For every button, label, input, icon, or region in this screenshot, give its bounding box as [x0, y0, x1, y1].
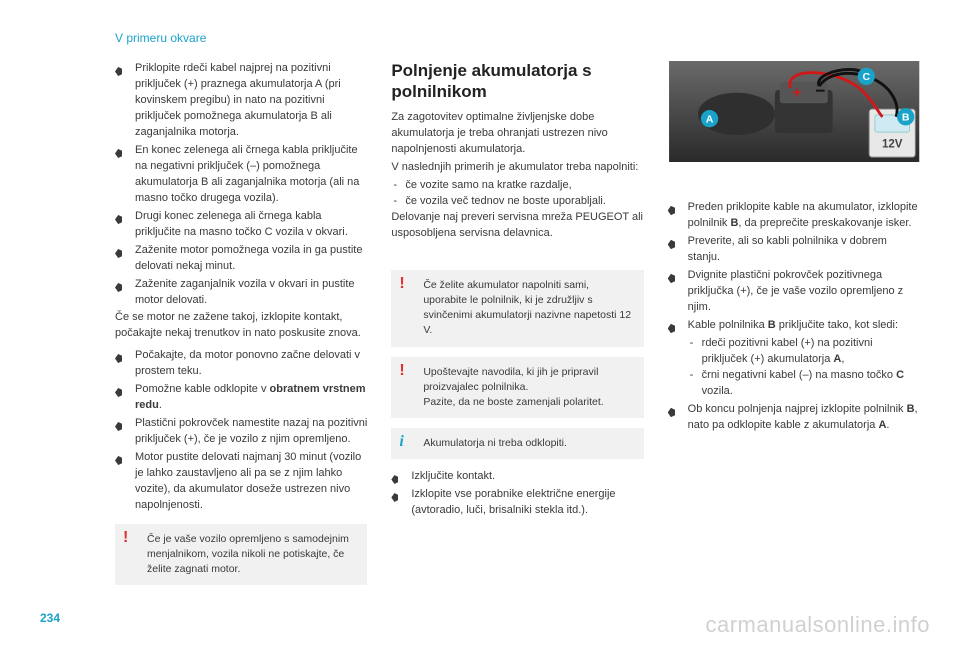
- dash-item: črni negativni kabel (–) na masno točko …: [688, 368, 920, 400]
- diagram-label-b: B: [902, 112, 910, 124]
- diagram-label-a: A: [705, 114, 713, 126]
- warning-icon: !: [123, 530, 128, 546]
- text-part: , da preprečite preskakovanje isker.: [738, 217, 911, 229]
- column-left: Priklopite rdeči kabel najprej na poziti…: [115, 61, 367, 595]
- dash-item: rdeči pozitivni kabel (+) na pozitivni p…: [688, 336, 920, 368]
- paragraph: Če se motor ne zažene takoj, izklopite k…: [115, 310, 367, 342]
- step-item: Preden priklopite kable na akumulator, i…: [668, 200, 920, 232]
- steps-list-1: Priklopite rdeči kabel najprej na poziti…: [115, 61, 367, 308]
- info-callout: i Akumulatorja ni treba odklopiti.: [391, 428, 643, 459]
- text-part: vozila.: [702, 385, 733, 397]
- step-item: Zaženite motor pomožnega vozila in ga pu…: [115, 243, 367, 275]
- text-bold: C: [896, 369, 904, 381]
- text-part: črni negativni kabel (–) na masno točko: [702, 369, 896, 381]
- step-item: Počakajte, da motor ponovno začne delova…: [115, 348, 367, 380]
- callout-text: Če je vaše vozilo opremljeno s samodejni…: [147, 533, 349, 575]
- text-part: .: [886, 419, 889, 431]
- text-part: ,: [841, 353, 844, 365]
- text-bold: B: [907, 403, 915, 415]
- step-item: Ob koncu polnjenja najprej izklopite pol…: [668, 402, 920, 434]
- callout-text: Pazite, da ne boste zamenjali polaritet.: [423, 396, 603, 408]
- text-part: Ob koncu polnjenja najprej izklopite pol…: [688, 403, 907, 415]
- warning-icon: !: [399, 363, 404, 379]
- paragraph: Delovanje naj preveri servisna mreža PEU…: [391, 210, 643, 242]
- text-part: rdeči pozitivni kabel (+) na pozitivni p…: [702, 337, 873, 365]
- dash-item: če vozite samo na kratke razdalje,: [391, 178, 643, 194]
- steps-list-3: Izključite kontakt. Izklopite vse porabn…: [391, 469, 643, 519]
- dash-list: če vozite samo na kratke razdalje, če vo…: [391, 178, 643, 210]
- text-part: Pomožne kable odklopite v: [135, 383, 270, 395]
- text-bold: B: [768, 319, 776, 331]
- callout-text: Akumulatorja ni treba odklopiti.: [423, 437, 567, 449]
- step-item: En konec zelenega ali črnega kabla prikl…: [115, 143, 367, 207]
- warning-callout: ! Če je vaše vozilo opremljeno s samodej…: [115, 524, 367, 586]
- plus-symbol: +: [792, 85, 801, 102]
- step-item: Priklopite rdeči kabel najprej na poziti…: [115, 61, 367, 141]
- callout-text: Če želite akumulator napolniti sami, upo…: [423, 279, 631, 337]
- column-middle: Polnjenje akumulatorja s polnilnikom Za …: [391, 61, 643, 595]
- watermark: carmanualsonline.info: [705, 609, 930, 641]
- step-item: Plastični pokrovček namestite nazaj na p…: [115, 416, 367, 448]
- text-part: Kable polnilnika: [688, 319, 768, 331]
- page-number: 234: [40, 610, 60, 627]
- step-item: Zaženite zaganjalnik vozila v okvari in …: [115, 277, 367, 309]
- text-part: priključite tako, kot sledi:: [776, 319, 898, 331]
- step-item: Pomožne kable odklopite v obratnem vrstn…: [115, 382, 367, 414]
- warning-callout: ! Če želite akumulator napolniti sami, u…: [391, 270, 643, 347]
- battery-diagram: 12V + − A B C: [668, 61, 920, 186]
- warning-icon: !: [399, 276, 404, 292]
- step-item: Kable polnilnika B priključite tako, kot…: [668, 318, 920, 400]
- column-right: 12V + − A B C Preden priklo: [668, 61, 920, 595]
- steps-list-2: Počakajte, da motor ponovno začne delova…: [115, 348, 367, 513]
- step-item: Motor pustite delovati najmanj 30 minut …: [115, 450, 367, 514]
- diagram-label-c: C: [862, 72, 870, 84]
- text-part: .: [159, 399, 162, 411]
- warning-callout: ! Upoštevajte navodila, ki jih je pripra…: [391, 357, 643, 419]
- step-item: Izključite kontakt.: [391, 469, 643, 485]
- step-item: Preverite, ali so kabli polnilnika v dob…: [668, 234, 920, 266]
- step-item: Izklopite vse porabnike električne energ…: [391, 487, 643, 519]
- dash-item: če vozila več tednov ne boste uporabljal…: [391, 194, 643, 210]
- step-item: Drugi konec zelenega ali črnega kabla pr…: [115, 209, 367, 241]
- callout-text: Upoštevajte navodila, ki jih je pripravi…: [423, 366, 598, 393]
- section-heading: Polnjenje akumulatorja s polnilnikom: [391, 61, 643, 102]
- battery-voltage-label: 12V: [882, 139, 903, 151]
- steps-list-4: Preden priklopite kable na akumulator, i…: [668, 200, 920, 433]
- info-icon: i: [399, 434, 403, 450]
- paragraph: V naslednjih primerih je akumulator treb…: [391, 160, 643, 176]
- paragraph: Za zagotovitev optimalne življenjske dob…: [391, 110, 643, 158]
- step-item: Dvignite plastični pokrovček pozitivnega…: [668, 268, 920, 316]
- chapter-title: V primeru okvare: [40, 30, 920, 47]
- sub-dash-list: rdeči pozitivni kabel (+) na pozitivni p…: [688, 336, 920, 400]
